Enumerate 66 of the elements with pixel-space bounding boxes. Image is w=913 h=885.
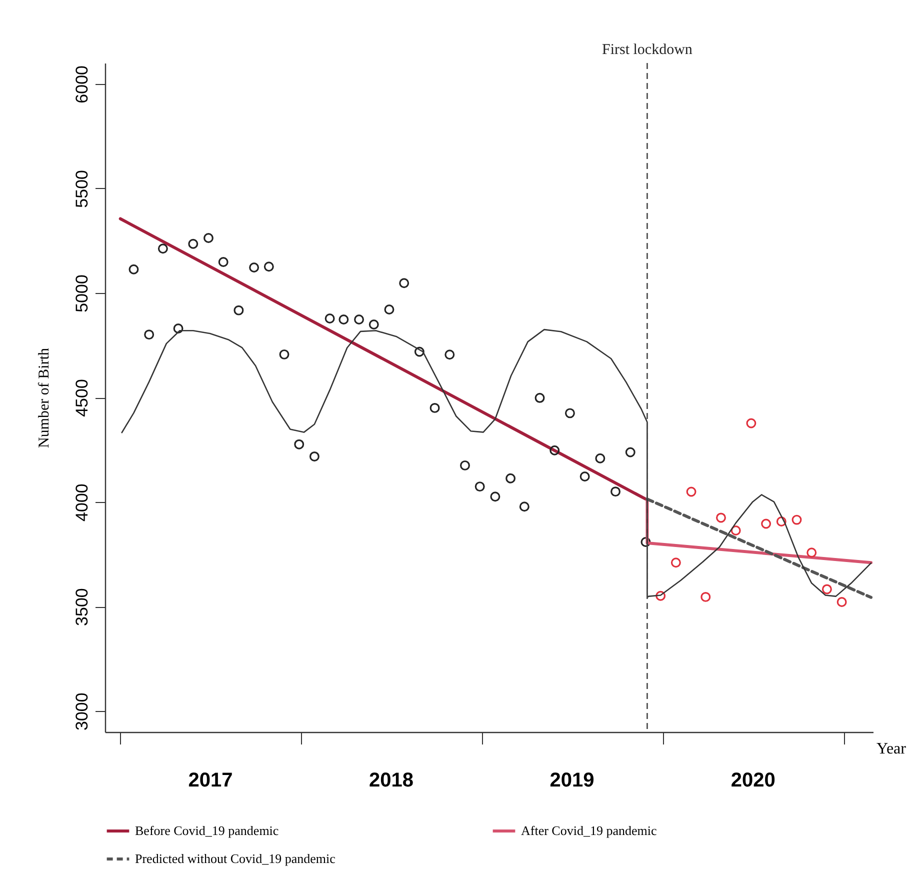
y-tick-label: 6000 [72, 65, 92, 104]
point [625, 447, 636, 458]
point [564, 408, 575, 418]
point [730, 525, 741, 536]
point [368, 320, 379, 330]
point [490, 492, 500, 502]
point [384, 304, 394, 314]
y-tick-label: 3500 [72, 588, 92, 626]
point [218, 257, 228, 267]
point [656, 590, 666, 601]
x-tick-label: 2017 [188, 770, 233, 792]
point [144, 330, 154, 340]
point [399, 278, 410, 288]
point [746, 418, 756, 428]
point [506, 473, 516, 484]
point [700, 592, 711, 602]
point [158, 244, 168, 254]
point [204, 233, 214, 243]
point [550, 445, 560, 456]
point [534, 392, 545, 403]
x-axis-title: Year [876, 740, 907, 758]
point [430, 402, 440, 413]
y-tick-label: 3000 [72, 692, 92, 731]
point [354, 314, 364, 324]
y-tick-label: 4000 [72, 484, 92, 522]
legend-label: After Covid_19 pandemic [521, 823, 657, 838]
point [716, 512, 726, 523]
point [519, 502, 530, 512]
point [173, 324, 184, 334]
legend-label: Before Covid_19 pandemic [135, 823, 279, 838]
point [444, 350, 455, 360]
point [414, 346, 424, 357]
y-tick-label: 5000 [72, 274, 92, 312]
point [640, 536, 651, 547]
point [595, 453, 606, 464]
point [580, 472, 590, 482]
x-tick-label: 2018 [368, 770, 414, 792]
point [836, 596, 847, 607]
point [128, 264, 139, 274]
point [822, 584, 832, 594]
point [776, 516, 786, 526]
point [279, 349, 290, 360]
point [792, 514, 802, 525]
y-tick-label: 5500 [72, 170, 92, 208]
point [249, 262, 260, 272]
legend-label: Predicted without Covid_19 pandemic [135, 851, 336, 866]
point [670, 558, 681, 568]
point [686, 486, 696, 497]
point [610, 486, 620, 497]
point [806, 548, 817, 558]
line-series [121, 328, 872, 598]
point [188, 238, 198, 249]
point [264, 262, 274, 272]
point [761, 518, 772, 529]
point [324, 314, 335, 324]
y-tick-label: 4500 [72, 379, 92, 417]
x-tick-label: 2019 [550, 770, 594, 792]
point [338, 314, 349, 324]
ref-line-label: First lockdown [602, 42, 693, 58]
point [309, 451, 320, 462]
point [460, 460, 470, 470]
x-tick-label: 2020 [730, 770, 776, 792]
point [294, 439, 304, 450]
point [234, 305, 244, 316]
point [474, 482, 485, 492]
y-axis-title: Number of Birth [36, 348, 52, 448]
